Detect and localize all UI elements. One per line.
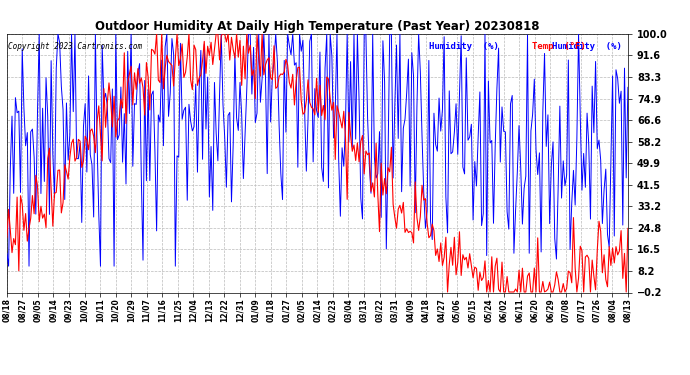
Text: Humidity  (%): Humidity (%) [429,42,499,51]
Text: Copyright 2023 Cartronics.com: Copyright 2023 Cartronics.com [8,42,142,51]
Title: Outdoor Humidity At Daily High Temperature (Past Year) 20230818: Outdoor Humidity At Daily High Temperatu… [95,20,540,33]
Text: Temp  (°F): Temp (°F) [531,42,585,51]
Text: Humidity  (%): Humidity (%) [552,42,622,51]
